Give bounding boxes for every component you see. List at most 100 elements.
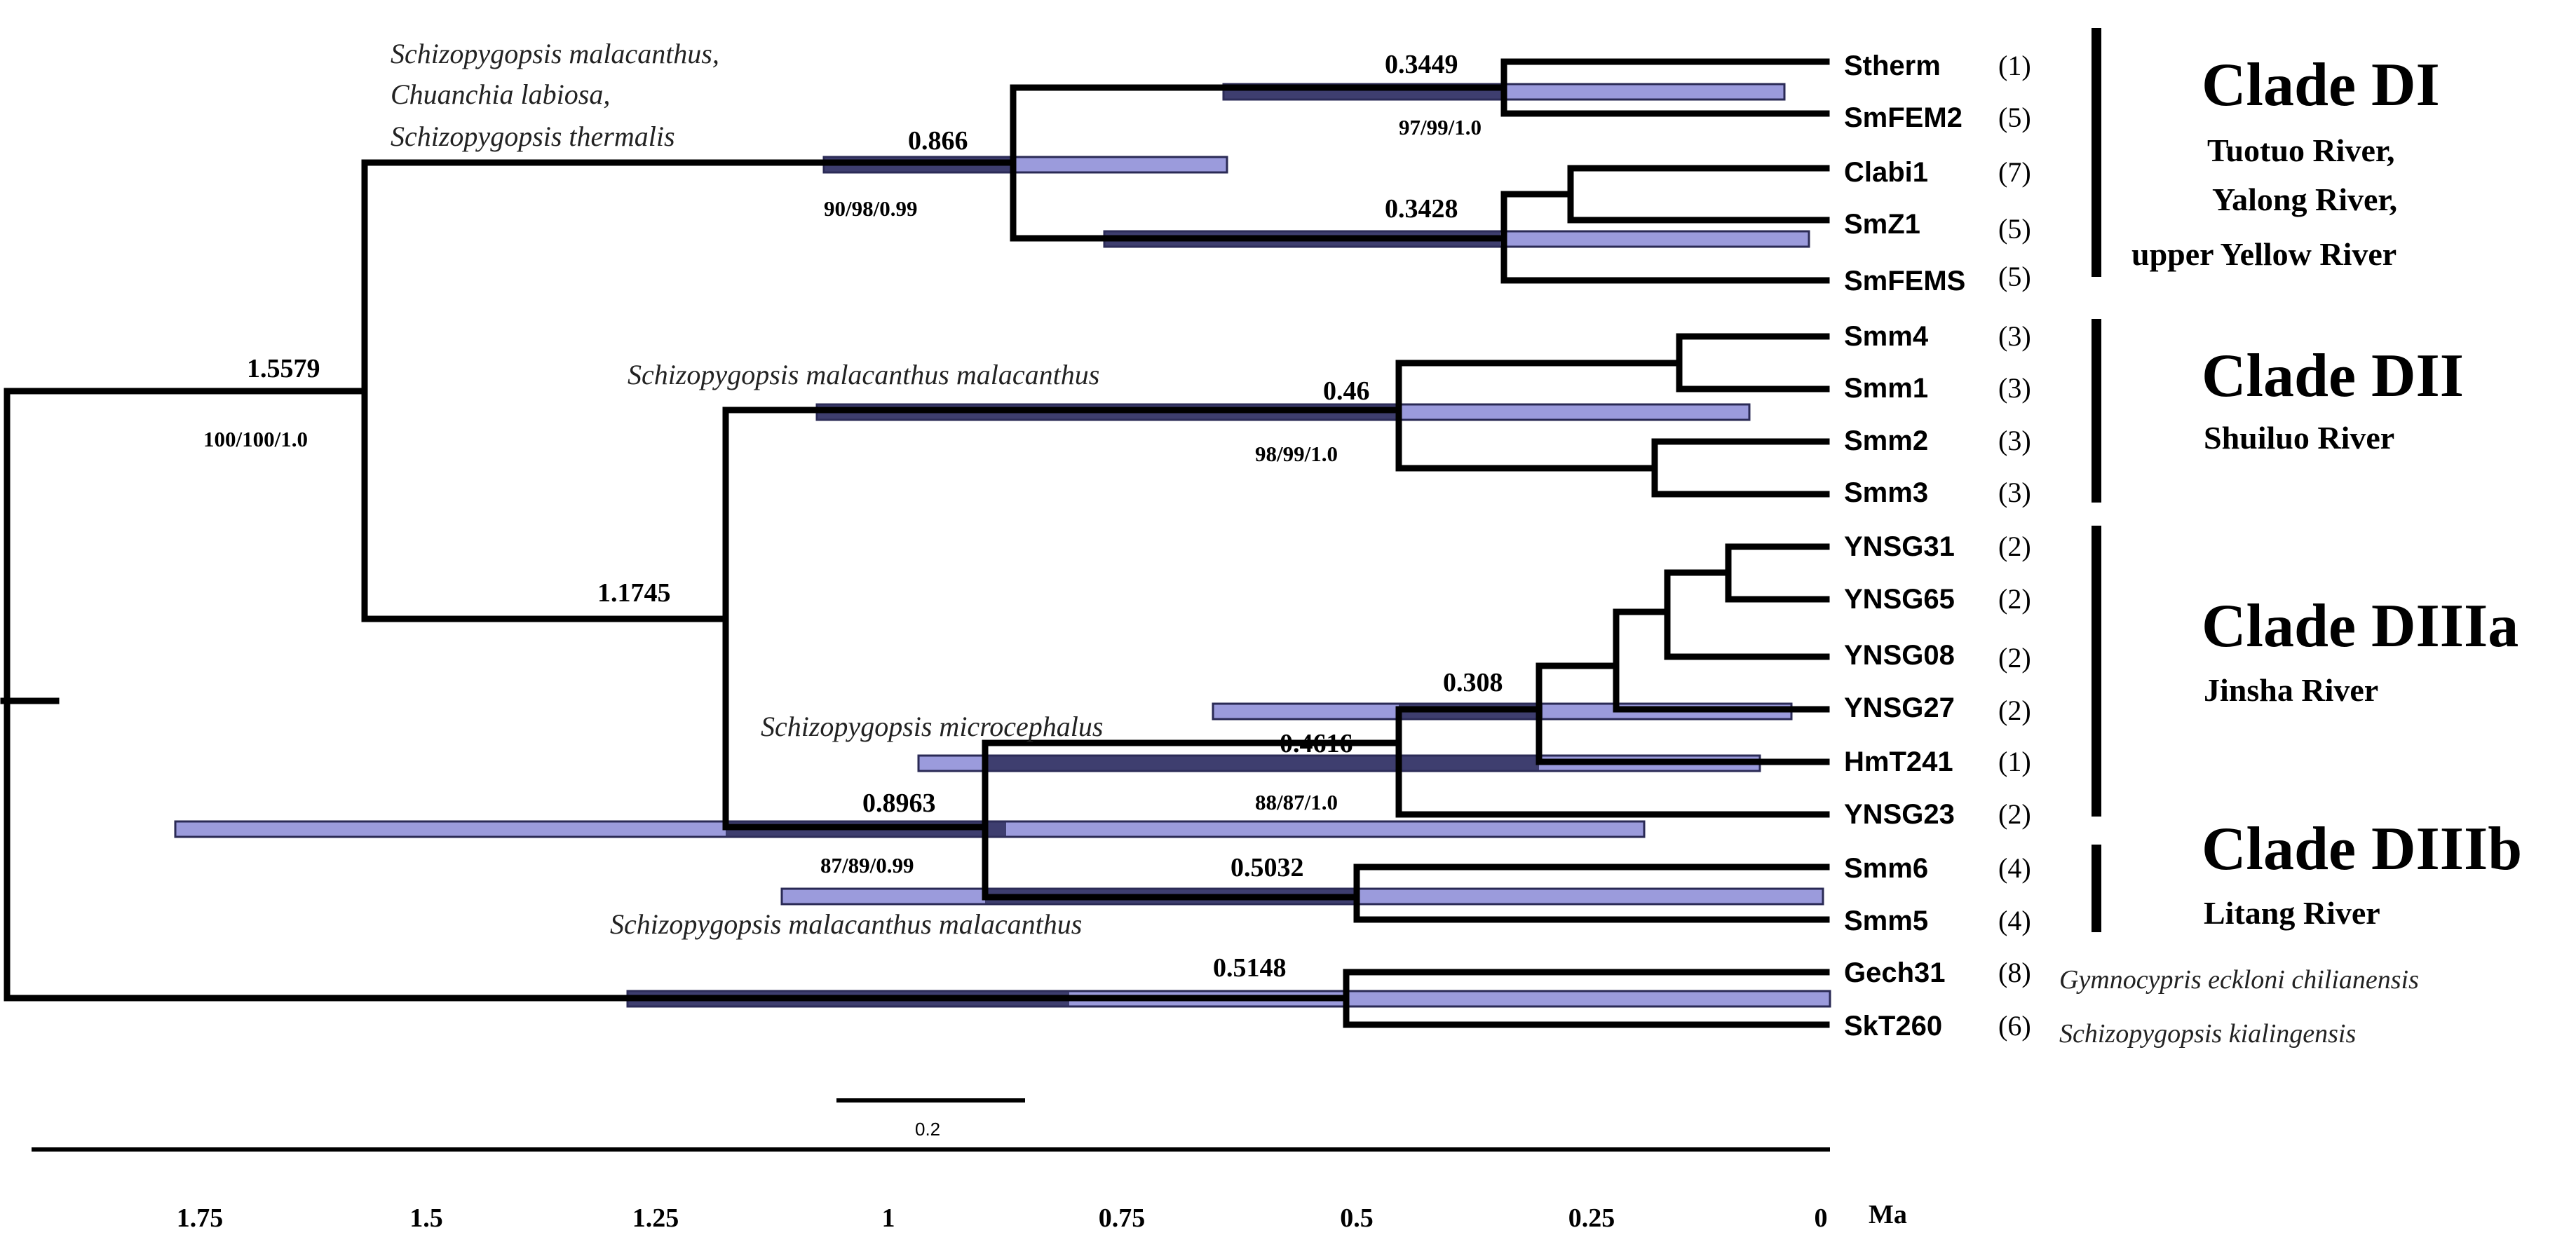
tip-count: (3) — [1998, 425, 2031, 456]
node-age-label: 0.4616 — [1280, 729, 1353, 758]
axis-tick-label: 1 — [882, 1203, 895, 1233]
tip-count: (2) — [1998, 531, 2031, 562]
axis-unit-label: Ma — [1869, 1200, 1907, 1229]
branch-ynsg31-ynsg65 — [1725, 543, 1830, 603]
species-label: Schizopygopsis kialingensis — [2059, 1019, 2356, 1049]
node-age-label: 0.3449 — [1385, 50, 1458, 79]
clade-river: Tuotuo River, — [2207, 132, 2395, 168]
axis-tick-label: 0.5 — [1340, 1203, 1374, 1233]
clade-annotations: Clade DI Tuotuo River, Yalong River, upp… — [2092, 28, 2522, 932]
tip-label: Stherm — [1844, 50, 1941, 81]
tip-count: (8) — [1998, 957, 2031, 988]
tip-count: (3) — [1998, 477, 2031, 508]
tip-count: (6) — [1998, 1010, 2031, 1042]
clade-river: Litang River — [2204, 895, 2380, 931]
tip-labels: Stherm (1) SmFEM2 (5) Clabi1 (7) SmZ1 (5… — [1844, 50, 2031, 1042]
tip-label: Smm2 — [1844, 425, 1928, 456]
branch-smm2-smm3 — [1651, 438, 1830, 498]
species-label: Schizopygopsis malacanthus, — [391, 38, 719, 69]
node-support-label: 90/98/0.99 — [824, 196, 917, 221]
node-age-label: 0.308 — [1443, 668, 1503, 697]
tip-label: Gech31 — [1844, 957, 1946, 988]
tip-label: YNSG27 — [1844, 692, 1955, 723]
node-age-label: 0.5032 — [1231, 853, 1304, 882]
node-support-label: 87/89/0.99 — [820, 853, 914, 878]
time-axis: 1.75 1.5 1.25 1 0.75 0.5 0.25 0 Ma — [32, 1147, 1907, 1233]
tip-label: SmFEMS — [1844, 266, 1965, 296]
branch-ynsg-a — [1613, 608, 1830, 713]
species-label: Gymnocypris eckloni chilianensis — [2059, 965, 2419, 995]
node-age-label: 0.5148 — [1213, 953, 1287, 983]
node-support-label: 98/99/1.0 — [1255, 442, 1338, 466]
node-age-label: 0.8963 — [862, 789, 936, 818]
branch-node-1-5579 — [361, 159, 1017, 622]
tip-label: SkT260 — [1844, 1011, 1942, 1042]
clade-river: Jinsha River — [2204, 672, 2378, 708]
axis-tick-label: 1.75 — [177, 1203, 224, 1233]
scale-bar-label: 0.2 — [915, 1119, 940, 1140]
clade-bar-di — [2092, 28, 2101, 277]
tree-branches — [0, 58, 1830, 1028]
scale-bar: 0.2 — [836, 1098, 1025, 1140]
species-label: Schizopygopsis thermalis — [391, 121, 675, 152]
species-label: Schizopygopsis malacanthus malacanthus — [628, 359, 1099, 390]
tip-count: (3) — [1998, 372, 2031, 404]
tip-label: Smm4 — [1844, 321, 1929, 352]
axis-tick-label: 1.25 — [632, 1203, 679, 1233]
axis-tick-label: 0.75 — [1099, 1203, 1146, 1233]
branch-root-split — [4, 388, 1350, 1002]
clade-title: Clade DIIIb — [2202, 815, 2522, 883]
tip-count: (7) — [1998, 156, 2031, 188]
tip-count: (5) — [1998, 261, 2031, 292]
tip-count: (2) — [1998, 798, 2031, 830]
clade-bar-dii — [2092, 319, 2101, 503]
node-age-label: 0.866 — [908, 126, 968, 156]
branch-node-0-4616 — [1395, 706, 1830, 818]
clade-title: Clade DI — [2202, 51, 2440, 119]
tip-count: (3) — [1998, 320, 2031, 352]
clade-river: Yalong River, — [2212, 182, 2397, 217]
clade-title: Clade DII — [2202, 342, 2464, 410]
species-labels: Schizopygopsis malacanthus, Chuanchia la… — [391, 38, 2419, 1049]
branch-smm6-smm5 — [1353, 863, 1830, 923]
tip-count: (5) — [1998, 213, 2031, 245]
branch-ynsg-b — [1664, 569, 1830, 660]
tip-count: (1) — [1998, 50, 2031, 81]
tip-label: YNSG31 — [1844, 531, 1955, 562]
tip-label: YNSG23 — [1844, 799, 1955, 830]
clade-river: upper Yellow River — [2131, 236, 2397, 272]
node-support-label: 97/99/1.0 — [1399, 115, 1482, 139]
axis-tick-label: 0.25 — [1568, 1203, 1615, 1233]
tip-label: Smm6 — [1844, 853, 1928, 884]
tip-count: (2) — [1998, 695, 2031, 726]
node-support-label: 88/87/1.0 — [1255, 790, 1338, 814]
tip-label: HmT241 — [1844, 746, 1953, 777]
tip-label: Smm3 — [1844, 477, 1928, 508]
branch-smm4-smm1 — [1676, 333, 1830, 392]
node-labels: 0.3449 97/99/1.0 0.866 90/98/0.99 0.3428… — [203, 50, 1503, 983]
clade-bar-diiib — [2092, 845, 2101, 932]
hpd-bar-hmt241-dark — [985, 756, 1539, 771]
species-label: Chuanchia labiosa, — [391, 78, 610, 110]
node-age-label: 0.46 — [1323, 376, 1370, 406]
branch-clabi-smz1 — [1567, 165, 1830, 224]
branch-outgroup — [1343, 969, 1830, 1028]
clade-title: Clade DIIIa — [2202, 592, 2519, 660]
tip-count: (2) — [1998, 583, 2031, 615]
branch-stherm-smfem2 — [1500, 58, 1830, 117]
axis-tick-label: 1.5 — [409, 1203, 443, 1233]
tip-label: SmZ1 — [1844, 209, 1920, 240]
branch-node-0-46 — [1395, 360, 1683, 472]
axis-tick-label: 0 — [1815, 1203, 1828, 1233]
tip-label: YNSG65 — [1844, 584, 1955, 615]
tip-label: Smm1 — [1844, 373, 1928, 404]
node-support-label: 100/100/1.0 — [203, 427, 308, 451]
tip-count: (4) — [1998, 852, 2031, 884]
tip-count: (5) — [1998, 102, 2031, 133]
node-age-label: 1.1745 — [597, 578, 671, 608]
tip-label: YNSG08 — [1844, 640, 1955, 671]
species-label: Schizopygopsis microcephalus — [761, 711, 1103, 742]
node-age-label: 0.3428 — [1385, 194, 1458, 224]
branch-node-0-866 — [1010, 84, 1507, 242]
